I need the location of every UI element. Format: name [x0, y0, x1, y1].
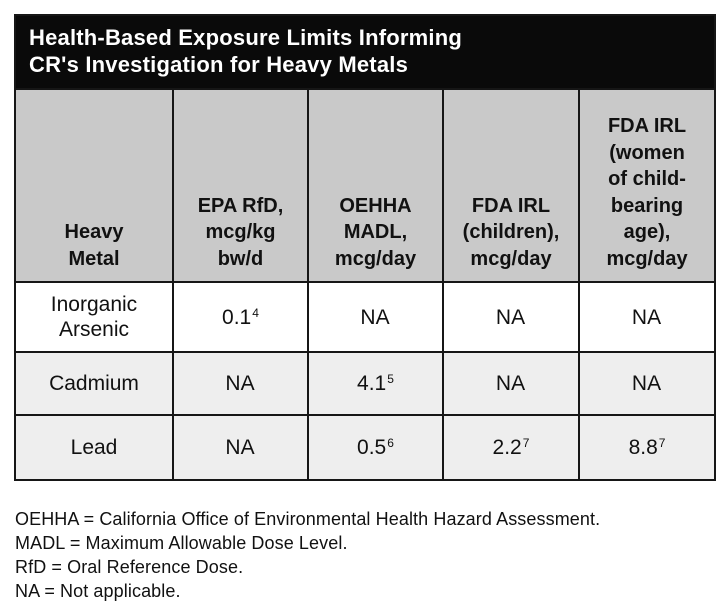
footnote-rfd: RfD = Oral Reference Dose.	[15, 557, 244, 577]
table-row-lead: Lead NA 0.56 2.27 8.87	[14, 414, 717, 481]
column-header-oehha-madl: OEHHA MADL, mcg/day	[307, 88, 444, 283]
cell-cadmium-epa-rfd: NA	[172, 351, 309, 416]
footnote-madl: MADL = Maximum Allowable Dose Level.	[15, 533, 348, 553]
cell-text: NA	[495, 372, 526, 395]
cell-text: NA	[225, 372, 255, 395]
heavy-metals-table: Health-Based Exposure Limits Informing C…	[13, 14, 717, 481]
table-row-inorganic-arsenic: Inorganic Arsenic 0.14 NA NA NA	[14, 281, 717, 353]
cell-lead-fda-children: 2.27	[442, 414, 580, 481]
row-label-cadmium: Cadmium	[14, 351, 174, 416]
cell-text: NA	[225, 436, 255, 459]
cell-text: NA	[631, 372, 662, 395]
cell-cadmium-oehha-madl: 4.15	[307, 351, 444, 416]
footnote-oehha: OEHHA = California Office of Environment…	[15, 509, 601, 529]
cell-text: NA	[631, 305, 662, 329]
cell-arsenic-oehha-madl: NA	[307, 281, 444, 353]
row-label-lead: Lead	[14, 414, 174, 481]
heavy-metals-infographic: Health-Based Exposure Limits Informing C…	[13, 14, 717, 603]
column-header-heavy-metal: Heavy Metal	[14, 88, 174, 283]
cell-superscript: 4	[252, 305, 259, 320]
cell-cadmium-fda-children: NA	[442, 351, 580, 416]
cell-superscript: 5	[387, 372, 394, 386]
cell-arsenic-fda-children: NA	[442, 281, 580, 353]
cell-text: 0.1	[222, 305, 252, 329]
row-label-inorganic-arsenic: Inorganic Arsenic	[14, 281, 174, 353]
cell-lead-epa-rfd: NA	[172, 414, 309, 481]
cell-superscript: 6	[387, 436, 394, 450]
cell-arsenic-fda-women: NA	[577, 281, 717, 353]
column-header-row: Heavy Metal EPA RfD, mcg/kg bw/d OEHHA M…	[14, 88, 717, 283]
footnotes-block: OEHHA = California Office of Environment…	[15, 507, 714, 603]
cell-text: 4.1	[357, 372, 387, 395]
cell-superscript: 7	[522, 436, 530, 450]
cell-superscript: 7	[658, 436, 666, 450]
column-header-fda-irl-children: FDA IRL (children), mcg/day	[442, 88, 580, 283]
footnote-na: NA = Not applicable.	[15, 581, 181, 601]
cell-lead-fda-women: 8.87	[577, 414, 717, 481]
cell-arsenic-epa-rfd: 0.14	[172, 281, 309, 353]
cell-lead-oehha-madl: 0.56	[307, 414, 444, 481]
cell-text: 0.5	[357, 436, 387, 459]
cell-text: 2.2	[492, 436, 522, 459]
column-header-epa-rfd: EPA RfD, mcg/kg bw/d	[172, 88, 309, 283]
cell-text: 8.8	[628, 436, 658, 459]
title-row: Health-Based Exposure Limits Informing C…	[13, 14, 717, 90]
column-header-fda-irl-women: FDA IRL (women of child- bearing age), m…	[577, 88, 717, 283]
cell-text: NA	[495, 305, 526, 329]
cell-text: NA	[360, 305, 390, 329]
cell-cadmium-fda-women: NA	[577, 351, 717, 416]
table-row-cadmium: Cadmium NA 4.15 NA NA	[14, 351, 717, 416]
table-title: Health-Based Exposure Limits Informing C…	[13, 14, 717, 90]
